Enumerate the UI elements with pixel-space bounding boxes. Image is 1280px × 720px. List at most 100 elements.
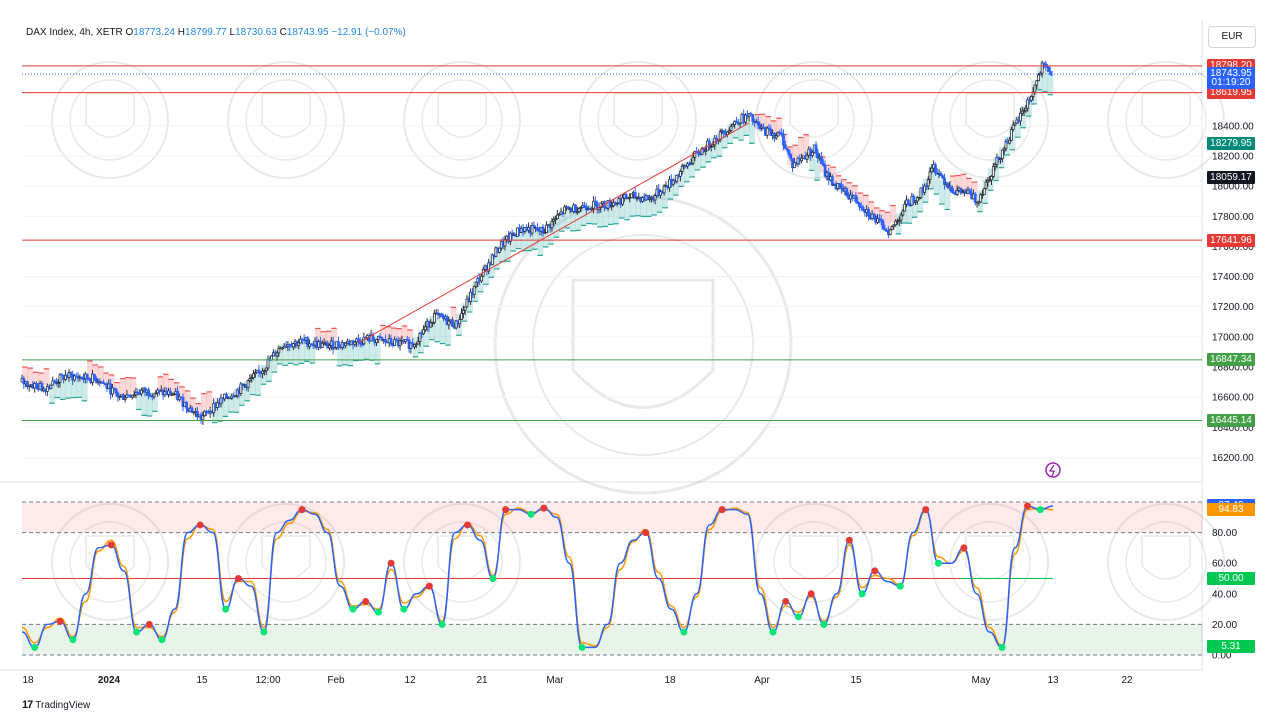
candle-body [536, 227, 539, 231]
watermark-seal [403, 61, 521, 179]
cloud-segment [342, 342, 349, 365]
cloud-segment [966, 178, 973, 197]
candle-body [130, 394, 134, 398]
candle-body [190, 407, 194, 413]
cloud-segment [553, 215, 560, 238]
candle-body [447, 320, 451, 326]
candle-body [306, 337, 310, 347]
buy-signal-dot [158, 636, 166, 644]
candle-body [541, 226, 545, 234]
candle-body [785, 147, 789, 151]
watermark-shield [965, 93, 1015, 138]
sell-signal-dot [387, 559, 395, 567]
cloud-segment [135, 391, 142, 410]
candle-body [659, 191, 662, 196]
cloud-segment [602, 204, 609, 227]
candle-body [384, 339, 387, 343]
level-price-tag: 17641.96 [1207, 233, 1255, 247]
cloud-segment [125, 377, 132, 395]
cloud-segment [222, 396, 229, 417]
currency-button[interactable]: EUR [1208, 26, 1256, 48]
candle-body [574, 204, 577, 213]
candle-body [906, 199, 910, 206]
cloud-segment [1047, 73, 1054, 95]
cloud-segment [510, 232, 517, 251]
candle-body [821, 163, 825, 166]
candle-body [630, 193, 633, 198]
candle-body [380, 337, 384, 341]
candle-body [782, 133, 785, 146]
buy-signal-dot [769, 628, 777, 636]
watermark-seal [1107, 61, 1225, 179]
cloud-segment [770, 120, 777, 135]
candle-body [990, 176, 993, 181]
candle-body [389, 338, 393, 345]
cloud-segment [835, 175, 842, 190]
buy-signal-dot [260, 628, 268, 636]
cloud-segment [260, 364, 267, 385]
cloud-band [22, 67, 1054, 424]
candle-body [982, 188, 986, 195]
candle-body [423, 326, 427, 331]
candle-body [393, 339, 397, 346]
watermark-seal [403, 503, 521, 621]
watermark-seal-inner [1125, 79, 1207, 161]
y-tick-label: 17400.00 [1212, 272, 1254, 283]
candle-body [152, 393, 156, 398]
y-tick-label: 16600.00 [1212, 393, 1254, 404]
cloud-segment [201, 393, 207, 414]
sell-signal-dot [807, 590, 815, 598]
cloud-segment [955, 175, 962, 193]
candle-body [995, 156, 999, 165]
candle-body [979, 194, 983, 203]
cloud-segment [488, 255, 495, 278]
cloud-segment [483, 263, 490, 285]
candle-body [1035, 80, 1039, 86]
cloud-segment [195, 403, 202, 419]
sell-signal-dot [871, 567, 879, 575]
candle-body [769, 128, 773, 136]
candle-body [707, 140, 711, 148]
cloud-segment [662, 184, 669, 208]
candle-body [246, 380, 250, 388]
candle-body [856, 201, 860, 204]
cloud-segment [244, 380, 251, 401]
watermark-shield [613, 93, 663, 138]
cloud-segment [711, 137, 718, 158]
cloud-segment [363, 338, 370, 360]
cloud-segment [814, 160, 821, 181]
candle-body [633, 192, 637, 199]
cloud-segment [716, 133, 723, 157]
sell-signal-dot [1024, 502, 1032, 510]
candle-body [498, 247, 501, 253]
candle-body [257, 369, 261, 373]
cloud-segment [705, 142, 712, 162]
sell-signal-dot [145, 620, 153, 628]
cloud-segment [879, 210, 886, 228]
cloud-segment [293, 342, 300, 365]
buy-signal-dot [527, 510, 535, 518]
cloud-segment [81, 378, 88, 401]
sell-signal-dot [463, 521, 471, 529]
watermark-big-shield [571, 278, 715, 409]
watermark-big-seal-inner [532, 234, 754, 456]
candle-body [121, 394, 125, 400]
candle-body [234, 395, 237, 398]
candle-body [94, 377, 98, 383]
candle-body [252, 373, 255, 378]
candle-body [934, 164, 937, 174]
cloud-segment [911, 195, 918, 218]
cloud-segment [873, 207, 880, 224]
candle-body [917, 197, 921, 200]
cloud-segment [103, 373, 110, 389]
buy-signal-dot [222, 605, 230, 613]
candle-body [35, 382, 38, 386]
candle-body [147, 389, 151, 396]
candle-body [337, 341, 340, 347]
cloud-segment [309, 343, 316, 364]
cloud-segment [239, 385, 245, 406]
osc-value-tag: 5.31 [1207, 640, 1255, 654]
candle-body [919, 187, 923, 199]
candle-body [662, 185, 666, 194]
